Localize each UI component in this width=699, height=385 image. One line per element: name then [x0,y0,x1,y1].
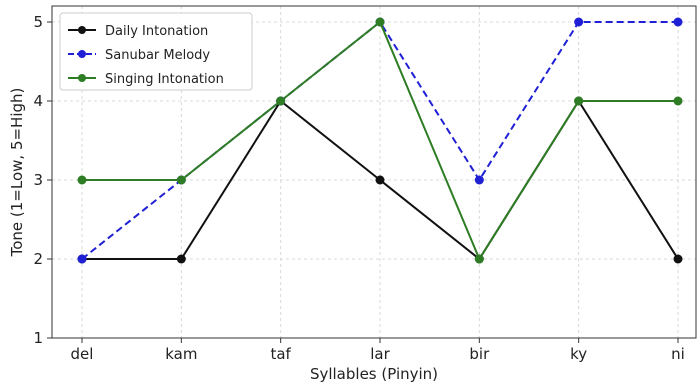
data-point [673,17,683,27]
x-tick-label: kam [165,345,197,363]
series-lines [77,17,683,264]
data-point [474,254,484,264]
legend-entry: Singing Intonation [68,72,224,87]
x-tick-label: lar [370,345,390,363]
data-point [276,96,286,106]
y-tick-label: 5 [33,13,43,31]
data-point [176,175,186,185]
y-tick-label: 2 [33,250,43,268]
x-axis-title: Syllables (Pinyin) [310,365,438,383]
data-point [673,254,683,264]
data-point [574,96,584,106]
legend-marker [78,50,86,58]
x-tick-label: taf [270,345,291,363]
x-tick-label: del [71,345,94,363]
x-tick-label: bir [469,345,490,363]
legend-box [59,12,253,91]
legend-label: Singing Intonation [105,72,224,87]
legend-marker [78,74,86,82]
data-point [673,96,683,106]
y-axis-title: Tone (1=Low, 5=High) [8,88,26,258]
data-point [77,254,87,264]
data-point [176,254,186,264]
y-tick-label: 4 [33,92,43,110]
axes: del kam taf lar bir ky ni 1 2 3 4 5 [33,13,684,363]
legend-label: Sanubar Melody [105,48,210,63]
data-point [375,175,385,185]
legend: Daily Intonation Sanubar Melody Singing In… [59,12,253,91]
plot-area-frame [51,5,697,339]
legend-label: Daily Intonation [105,24,208,39]
data-point [574,17,584,27]
legend-entry: Sanubar Melody [68,48,210,63]
y-tick-label: 1 [33,329,43,347]
legend-entry: Daily Intonation [68,24,208,39]
y-tick-label: 3 [33,171,43,189]
legend-marker [78,26,86,34]
x-tick-label: ni [671,345,685,363]
data-point [474,175,484,185]
data-point [375,17,385,27]
data-point [77,175,87,185]
x-tick-label: ky [570,345,587,363]
series-singing-intonation [77,17,683,264]
